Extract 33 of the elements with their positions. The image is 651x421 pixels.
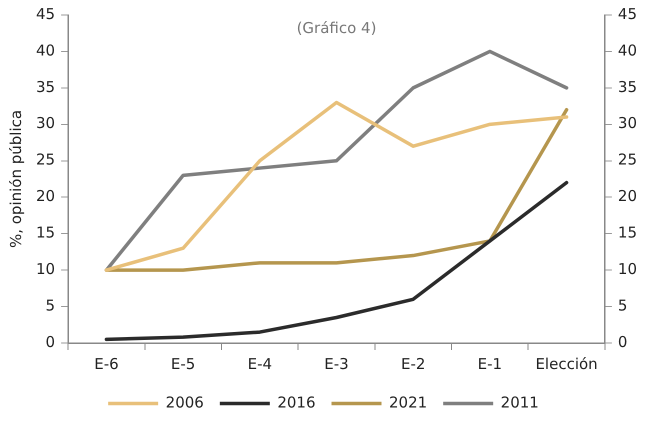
y2-tick-label: 20: [618, 187, 638, 206]
y-tick-label: 45: [36, 4, 56, 23]
y-tick-label: 5: [46, 296, 56, 314]
x-tick-label: E-6: [94, 354, 119, 373]
y-tick-label: 30: [36, 114, 56, 132]
y-tick-label: 0: [46, 332, 56, 351]
x-tick-label: E-3: [324, 354, 349, 373]
y-tick-label: 10: [36, 260, 56, 278]
x-tick-label: E-5: [170, 354, 196, 373]
legend-label: 2011: [500, 393, 539, 412]
y2-tick-label: 5: [618, 296, 628, 314]
y-axis-title: %, opinión pública: [6, 110, 25, 248]
y2-tick-label: 10: [618, 260, 638, 278]
y2-tick-label: 25: [618, 150, 638, 169]
y-tick-label: 35: [36, 78, 56, 96]
x-tick-label: E-4: [248, 354, 272, 373]
y2-tick-label: 45: [618, 4, 638, 23]
y2-tick-label: 30: [618, 114, 638, 132]
annotation: (Gráfico 4): [296, 18, 376, 37]
y2-tick-label: 35: [618, 78, 638, 96]
y2-tick-label: 0: [618, 332, 628, 351]
x-tick-label: Elección: [535, 354, 598, 373]
y-tick-label: 25: [36, 150, 56, 169]
x-tick-label: E-2: [400, 354, 426, 373]
x-tick-label: E-1: [478, 354, 502, 373]
y-tick-label: 40: [36, 41, 56, 60]
y2-tick-label: 15: [618, 224, 638, 242]
y2-tick-label: 40: [618, 41, 638, 60]
legend-label: 2016: [277, 393, 316, 412]
y-tick-label: 15: [36, 224, 56, 242]
legend-label: 2006: [166, 393, 204, 412]
legend-label: 2021: [389, 393, 428, 412]
y-tick-label: 20: [36, 187, 56, 206]
